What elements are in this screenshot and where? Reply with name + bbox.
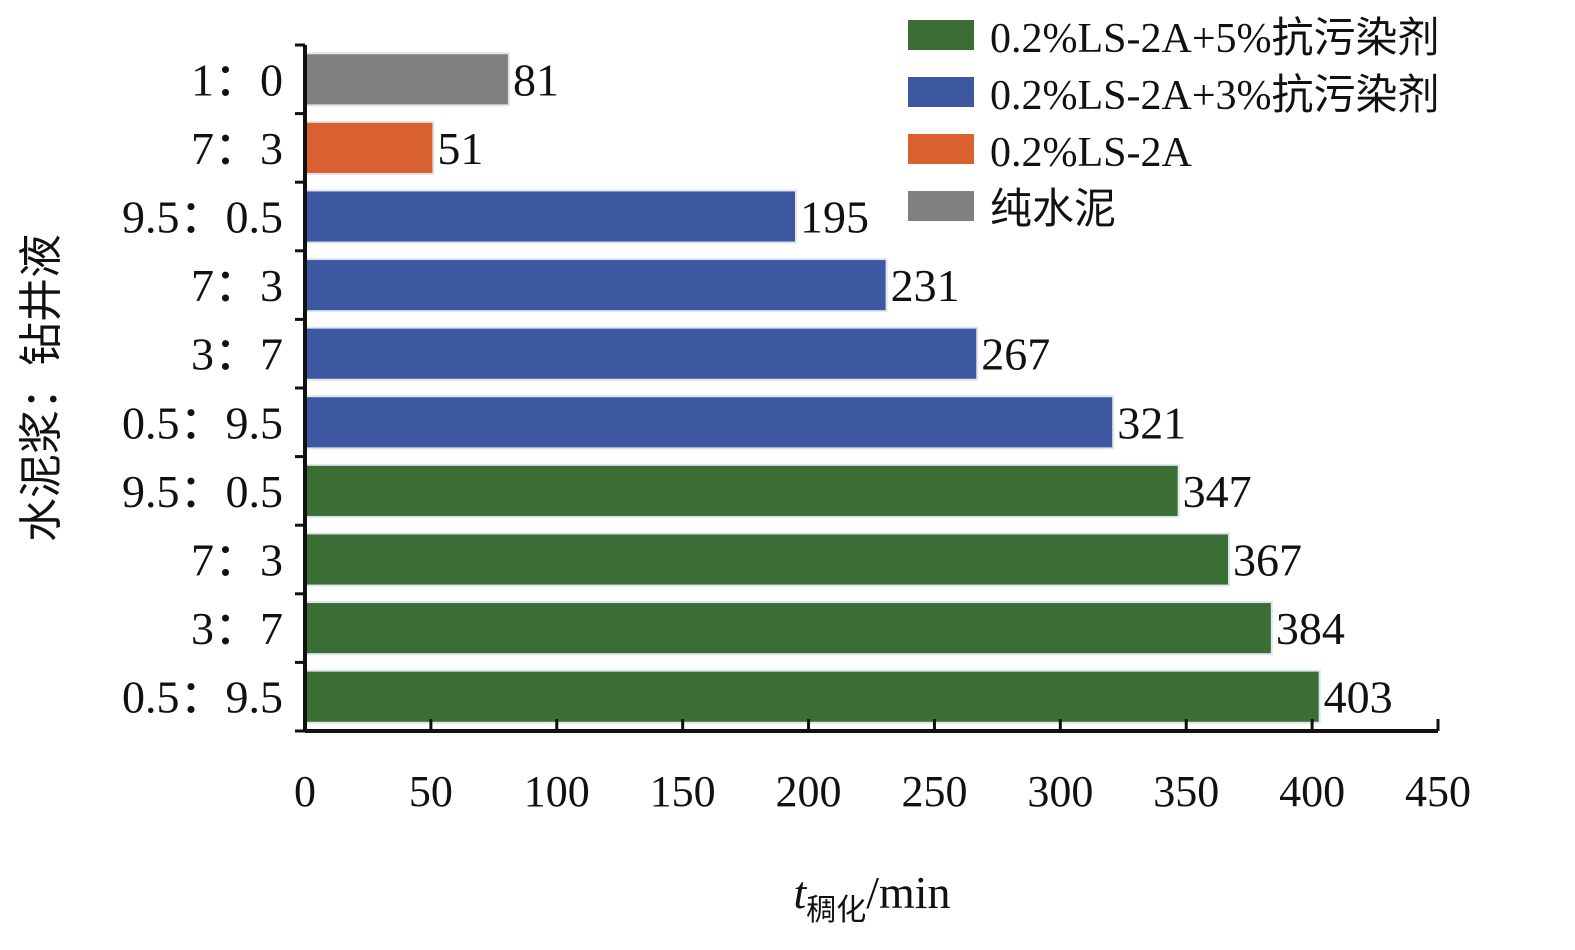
category-label: 9.5：0.5 bbox=[122, 466, 283, 517]
category-label: 9.5：0.5 bbox=[122, 192, 283, 243]
category-label: 1：0 bbox=[191, 54, 283, 105]
x-tick-label: 250 bbox=[901, 767, 967, 816]
category-label: 7：3 bbox=[191, 123, 283, 174]
legend-swatch bbox=[908, 20, 974, 50]
category-label: 7：3 bbox=[191, 535, 283, 586]
bar bbox=[304, 395, 1115, 450]
bars: 81 51 195 231 267 321 347 367 384 403 bbox=[304, 52, 1393, 724]
legend-swatch bbox=[908, 77, 974, 107]
data-label: 384 bbox=[1276, 603, 1345, 654]
legend: 0.2%LS-2A+5%抗污染剂 0.2%LS-2A+3%抗污染剂 0.2%LS-2… bbox=[908, 15, 1440, 233]
category-label: 0.5：9.5 bbox=[122, 397, 283, 448]
category-label: 3：7 bbox=[191, 329, 283, 380]
x-axis-title: t稠化/min bbox=[793, 867, 950, 927]
bar bbox=[304, 258, 888, 313]
x-tick-label: 300 bbox=[1027, 767, 1093, 816]
data-label: 367 bbox=[1233, 535, 1302, 586]
bar bbox=[304, 52, 510, 107]
bar bbox=[304, 532, 1231, 587]
data-label: 195 bbox=[800, 192, 869, 243]
legend-label: 0.2%LS-2A+3%抗污染剂 bbox=[990, 72, 1440, 119]
x-tick-label: 350 bbox=[1153, 767, 1219, 816]
x-tick-label: 150 bbox=[650, 767, 716, 816]
category-label: 7：3 bbox=[191, 260, 283, 311]
bar bbox=[304, 189, 797, 244]
bar bbox=[304, 326, 979, 381]
x-tick-label: 100 bbox=[524, 767, 590, 816]
x-tick-label: 50 bbox=[409, 767, 453, 816]
bar bbox=[304, 669, 1321, 724]
data-label: 81 bbox=[513, 54, 559, 105]
bar bbox=[304, 120, 435, 175]
data-label: 51 bbox=[437, 123, 483, 174]
bar bbox=[304, 601, 1273, 656]
axes: 1：0 7：3 9.5：0.5 7：3 3：7 0.5：9.5 9.5：0.5 7：3 3：7 0… bbox=[17, 43, 1471, 927]
legend-swatch bbox=[908, 134, 974, 164]
category-label: 3：7 bbox=[191, 603, 283, 654]
legend-label: 0.2%LS-2A+5%抗污染剂 bbox=[990, 15, 1440, 62]
x-tick-label: 400 bbox=[1279, 767, 1345, 816]
x-tick-label: 450 bbox=[1405, 767, 1471, 816]
legend-swatch bbox=[908, 191, 974, 221]
category-label: 0.5：9.5 bbox=[122, 672, 283, 723]
data-label: 347 bbox=[1183, 466, 1252, 517]
y-axis-title: 水泥浆：钻井液 bbox=[17, 234, 66, 542]
legend-label: 纯水泥 bbox=[990, 187, 1116, 233]
x-tick-label: 200 bbox=[776, 767, 842, 816]
data-label: 403 bbox=[1324, 672, 1393, 723]
data-label: 321 bbox=[1117, 397, 1186, 448]
data-label: 231 bbox=[891, 260, 960, 311]
x-tick-label: 0 bbox=[294, 767, 316, 816]
legend-label: 0.2%LS-2A bbox=[990, 130, 1192, 176]
bar bbox=[304, 463, 1180, 518]
data-label: 267 bbox=[981, 329, 1050, 380]
